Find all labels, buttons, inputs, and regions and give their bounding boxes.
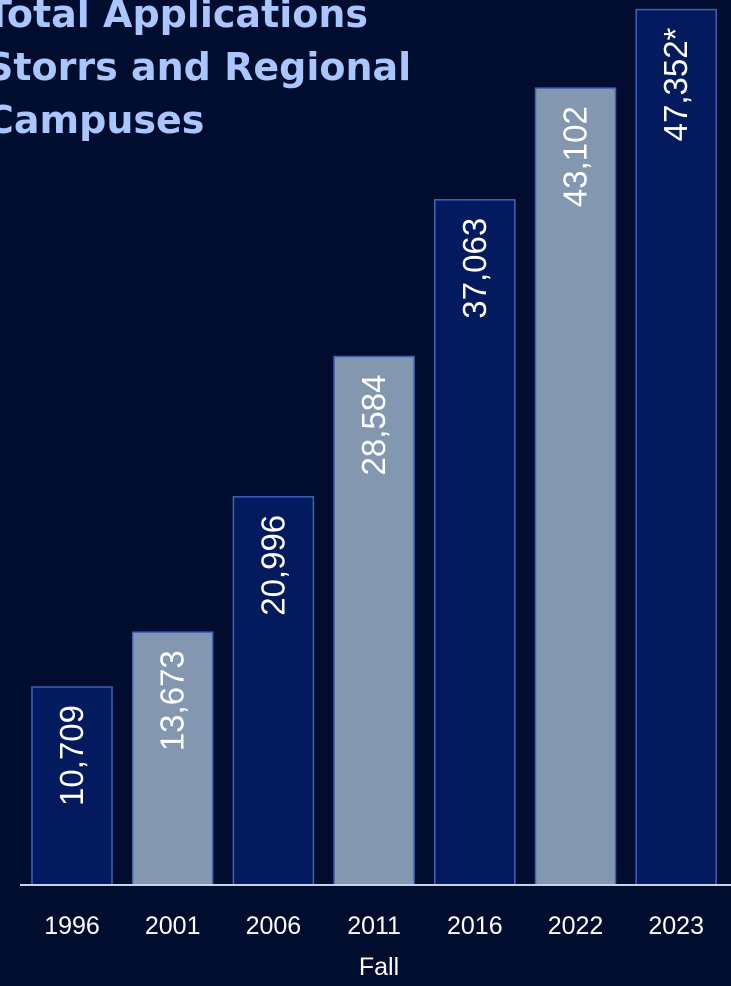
bar-1996 [31,686,113,886]
x-axis-title: Fall [359,953,399,981]
bar-value-label: 13,673 [154,650,191,751]
bar-value-label: 37,063 [456,218,493,319]
bars-group: 10,709 13,673 20,996 28,584 37,063 43,102 47,3… [31,8,717,886]
chart-title: Total Applications Storrs and Regional C… [0,0,411,147]
bar-value-label: 28,584 [355,375,392,476]
title-line-1: Total Applications [0,0,369,36]
bar-value-label: 20,996 [254,515,291,616]
x-tick-labels: 1996 2001 2006 2011 2016 2022 2023 [44,912,704,940]
x-tick-label: 2022 [548,912,604,940]
x-tick-label: 2016 [447,912,503,940]
title-line-3: Campuses [0,98,205,142]
bar-2022 [534,87,617,886]
x-tick-label: 2001 [145,912,201,940]
title-line-2: Storrs and Regional [0,45,412,89]
x-tick-label: 2006 [246,912,302,940]
bar-value-label: 10,709 [53,705,90,806]
x-tick-label: 2023 [648,912,704,940]
bar-2023 [635,8,717,886]
bar-value-label: 47,352* [657,27,694,141]
x-tick-label: 1996 [44,912,100,940]
x-tick-label: 2011 [347,912,401,940]
bar-value-label: 43,102 [557,106,594,207]
